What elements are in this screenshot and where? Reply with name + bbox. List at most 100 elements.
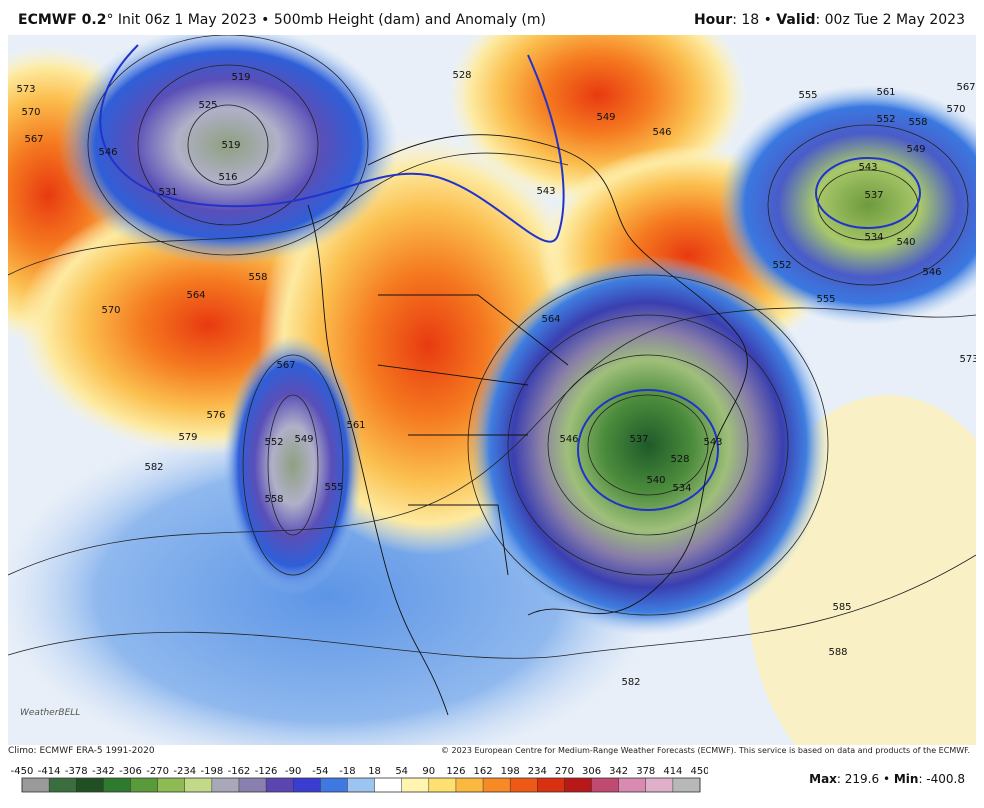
colorbar-segment <box>537 778 565 792</box>
contour-label: 561 <box>876 87 895 98</box>
colorbar-segment <box>157 778 186 792</box>
colorbar-segment <box>483 778 511 792</box>
contour-label: 519 <box>221 140 240 151</box>
colorbar-segment <box>645 778 674 792</box>
contour-label: 570 <box>946 104 965 115</box>
contour-label: 582 <box>621 677 640 688</box>
colorbar-segment <box>455 778 484 792</box>
valid-value: : 00z Tue 2 May 2023 <box>815 12 965 28</box>
contour-labels: 519 525 516 519 531 546 573 570 567 528 549 546 555 5… <box>16 70 976 688</box>
contour-label: 546 <box>98 147 117 158</box>
colorbar-segment <box>266 778 294 792</box>
contour-label: 543 <box>536 186 555 197</box>
contour-label: 534 <box>864 232 883 243</box>
colorbar-segment <box>49 778 77 792</box>
contour-label: 573 <box>959 354 976 365</box>
colorbar-tick-label: 162 <box>473 766 492 777</box>
contour-label: 543 <box>703 437 722 448</box>
max-label: Max <box>809 772 837 786</box>
contour-label: 549 <box>596 112 615 123</box>
colorbar-tick-label: 198 <box>501 766 520 777</box>
contour-label: 564 <box>186 290 205 301</box>
colorbar-tick-label: 234 <box>528 766 547 777</box>
colorbar-segment <box>130 778 159 792</box>
colorbar-tick-label: -18 <box>339 766 355 777</box>
contour-label: 549 <box>906 144 925 155</box>
colorbar-tick-label: 18 <box>368 766 381 777</box>
contour-label: 558 <box>264 494 283 505</box>
colorbar-segment <box>564 778 593 792</box>
colorbar-tick-label: -90 <box>285 766 301 777</box>
colorbar-segment <box>591 778 620 792</box>
colorbar-segment <box>510 778 538 792</box>
colorbar-tick-label: -198 <box>200 766 223 777</box>
contour-label: 546 <box>559 434 578 445</box>
contour-label: 567 <box>276 360 295 371</box>
contour-label: 516 <box>218 172 237 183</box>
colorbar-tick-label: -378 <box>65 766 88 777</box>
colorbar: -450 -414 -378 -342 -306 -270 -234 -198 -162 -126… <box>11 766 708 793</box>
shading <box>718 85 976 325</box>
contour-label: 588 <box>828 647 847 658</box>
contour-label: 543 <box>858 162 877 173</box>
contour-label: 555 <box>324 482 343 493</box>
init: ° Init 06z 1 May 2023 • 500mb Height (da… <box>106 12 546 28</box>
contour-label: 525 <box>198 100 217 111</box>
colorbar-segment <box>211 778 240 792</box>
colorbar-tick-label: 126 <box>446 766 465 777</box>
contour-label: 564 <box>541 314 560 325</box>
contour-label: 558 <box>248 272 267 283</box>
colorbar-tick-label: -126 <box>255 766 278 777</box>
contour-label: 531 <box>158 187 177 198</box>
colorbar-tick-label: 450 <box>690 766 708 777</box>
contour-label: 549 <box>294 434 313 445</box>
max-value: : 219.6 • <box>836 772 894 786</box>
colorbar-tick-label: -414 <box>38 766 61 777</box>
contour-label: 558 <box>908 117 927 128</box>
colorbar-tick-label: 342 <box>609 766 628 777</box>
contour-label: 528 <box>670 454 689 465</box>
colorbar-tick-label: -54 <box>312 766 328 777</box>
contour-label: 552 <box>876 114 895 125</box>
contour-label: 537 <box>864 190 883 201</box>
colorbar-tick-label: 54 <box>395 766 408 777</box>
contours <box>8 35 976 659</box>
contour-label: 537 <box>629 434 648 445</box>
colorbar-tick-label: 414 <box>663 766 682 777</box>
contour-label: 552 <box>772 260 791 271</box>
shading <box>58 35 398 265</box>
contour-label: 561 <box>346 420 365 431</box>
climo: Climo: ECMWF ERA-5 1991-2020 <box>8 746 155 756</box>
colorbar-segment <box>672 778 701 792</box>
colorbar-tick-label: -234 <box>173 766 196 777</box>
header-right: Hour: 18 • Valid: 00z Tue 2 May 2023 <box>694 12 965 28</box>
colorbar-tick-label: -306 <box>119 766 142 777</box>
contour-label: 534 <box>672 483 691 494</box>
header-left: ECMWF 0.2° Init 06z 1 May 2023 • 500mb H… <box>18 12 546 28</box>
valid-label: Valid <box>776 12 816 28</box>
colorbar-segment <box>401 778 430 792</box>
contour-label: 576 <box>206 410 225 421</box>
shading <box>468 255 828 635</box>
contour-label: 519 <box>231 72 250 83</box>
contour-label: 567 <box>24 134 43 145</box>
colorbar-segment <box>184 778 213 792</box>
min-label: Min <box>893 772 919 786</box>
colorbar-tick-label: 90 <box>422 766 435 777</box>
contour-label: 540 <box>646 475 665 486</box>
colorbar-tick-label: 270 <box>555 766 574 777</box>
contour-label: 546 <box>922 267 941 278</box>
copyright: © 2023 European Centre for Medium-Range … <box>441 746 970 755</box>
shading <box>223 335 363 595</box>
contour-label: 552 <box>264 437 283 448</box>
hour-value: : 18 • <box>732 12 777 28</box>
min-value: : -400.8 <box>918 772 965 786</box>
contour-label: 546 <box>652 127 671 138</box>
colorbar-tick-label: 306 <box>582 766 601 777</box>
colorbar-tick-label: -450 <box>11 766 34 777</box>
contour-label: 528 <box>452 70 471 81</box>
coastlines <box>307 134 748 716</box>
colorbar-tick-label: 378 <box>636 766 655 777</box>
map: 519 525 516 519 531 546 573 570 567 528 549 546 555 5… <box>8 35 976 745</box>
